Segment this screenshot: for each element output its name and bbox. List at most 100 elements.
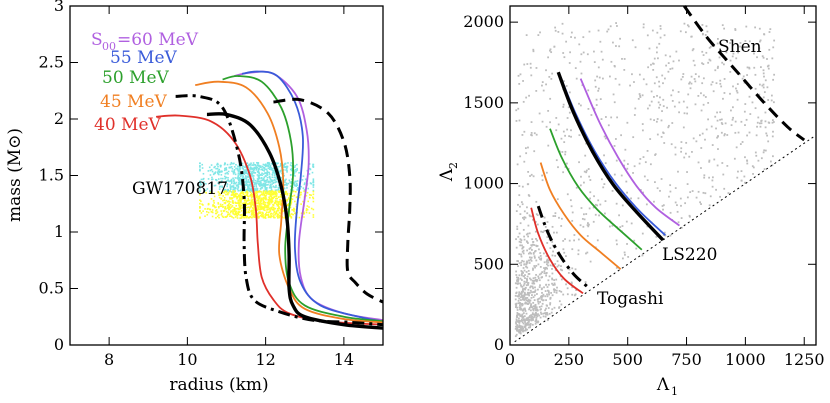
band-cyan-sample [236, 168, 239, 171]
band-cyan-sample [268, 186, 271, 189]
scatter-point [712, 90, 715, 93]
band-yellow-sample [236, 193, 238, 195]
right-x-axis-label: Λ [656, 375, 670, 395]
band-yellow-sample [268, 201, 270, 204]
band-cyan-sample [217, 165, 219, 168]
band-yellow-sample [239, 207, 242, 210]
scatter-point [527, 323, 530, 326]
scatter-point [545, 255, 548, 258]
scatter-point [720, 122, 723, 124]
band-yellow-sample [209, 192, 212, 194]
scatter-point [659, 25, 662, 27]
scatter-point [721, 61, 724, 64]
scatter-point [538, 297, 541, 300]
band-cyan-sample [224, 188, 227, 191]
scatter-point [762, 96, 765, 99]
scatter-point [620, 174, 623, 177]
band-yellow-sample [312, 197, 315, 200]
scatter-point [567, 272, 570, 274]
band-cyan-sample [237, 185, 240, 187]
scatter-point [584, 281, 587, 283]
scatter-point [761, 55, 764, 58]
band-cyan-sample [244, 170, 246, 172]
scatter-point [521, 326, 524, 329]
band-cyan-sample [277, 168, 279, 170]
scatter-point [553, 231, 555, 234]
band-cyan-sample [238, 177, 241, 179]
band-yellow-sample [277, 201, 280, 203]
band-cyan-sample [264, 180, 267, 182]
band-yellow-sample [290, 216, 293, 218]
scatter-point [646, 149, 649, 152]
scatter-point [656, 133, 659, 136]
band-yellow-sample [275, 195, 278, 198]
band-cyan-sample [269, 178, 272, 181]
band-yellow-sample [274, 195, 276, 197]
scatter-point [519, 308, 522, 311]
band-yellow-sample [252, 203, 255, 206]
band-yellow-sample [229, 190, 231, 193]
band-cyan-sample [305, 178, 308, 181]
scatter-point [597, 29, 600, 32]
scatter-point [767, 99, 770, 101]
band-yellow-sample [251, 203, 254, 206]
band-yellow-sample [222, 199, 224, 202]
band-cyan-sample [266, 171, 269, 174]
band-cyan-sample [280, 170, 282, 173]
scatter-point [571, 267, 574, 270]
scatter-point [549, 303, 552, 306]
right-ytick-label: 1000 [463, 174, 504, 193]
scatter-point [669, 234, 672, 237]
scatter-point [554, 254, 557, 257]
scatter-point [618, 83, 621, 86]
band-cyan-sample [269, 183, 272, 186]
band-cyan-sample [241, 167, 244, 169]
scatter-point [530, 278, 532, 281]
scatter-point [758, 93, 761, 96]
band-cyan-sample [265, 179, 268, 182]
band-cyan-sample [271, 169, 274, 172]
band-yellow-sample [254, 194, 256, 197]
scatter-point [545, 266, 548, 269]
scatter-point [758, 83, 761, 86]
band-yellow-sample [234, 195, 237, 198]
band-cyan-sample [245, 171, 247, 174]
scatter-point [702, 191, 705, 194]
band-cyan-sample [248, 184, 251, 187]
scatter-point [621, 225, 624, 227]
scatter-point [535, 319, 538, 322]
scatter-point [745, 118, 748, 121]
band-cyan-sample [293, 171, 296, 174]
band-cyan-sample [312, 186, 315, 188]
band-yellow-sample [278, 216, 281, 219]
band-yellow-sample [269, 199, 271, 202]
scatter-point [609, 25, 612, 28]
scatter-point [717, 148, 719, 150]
scatter-point [533, 299, 536, 302]
scatter-point [757, 159, 760, 162]
scatter-point [564, 153, 567, 156]
band-yellow-sample [256, 190, 258, 193]
band-cyan-sample [288, 179, 291, 182]
band-yellow-sample [249, 207, 251, 209]
scatter-point [647, 66, 650, 69]
band-cyan-sample [244, 166, 246, 168]
band-yellow-sample [245, 200, 248, 202]
scatter-point [539, 316, 542, 319]
scatter-point [527, 252, 530, 255]
scatter-point [521, 244, 523, 247]
band-yellow-sample [271, 215, 273, 218]
band-yellow-sample [261, 193, 263, 195]
band-yellow-sample [199, 216, 201, 219]
band-cyan-sample [236, 184, 238, 187]
scatter-point [519, 222, 522, 225]
band-yellow-sample [258, 207, 260, 209]
scatter-point [667, 62, 670, 64]
scatter-point [562, 293, 565, 296]
scatter-point [529, 305, 532, 308]
band-cyan-sample [256, 162, 259, 164]
scatter-point [737, 131, 740, 134]
scatter-point [606, 30, 609, 33]
band-cyan-sample [244, 186, 246, 189]
band-yellow-sample [232, 210, 234, 213]
